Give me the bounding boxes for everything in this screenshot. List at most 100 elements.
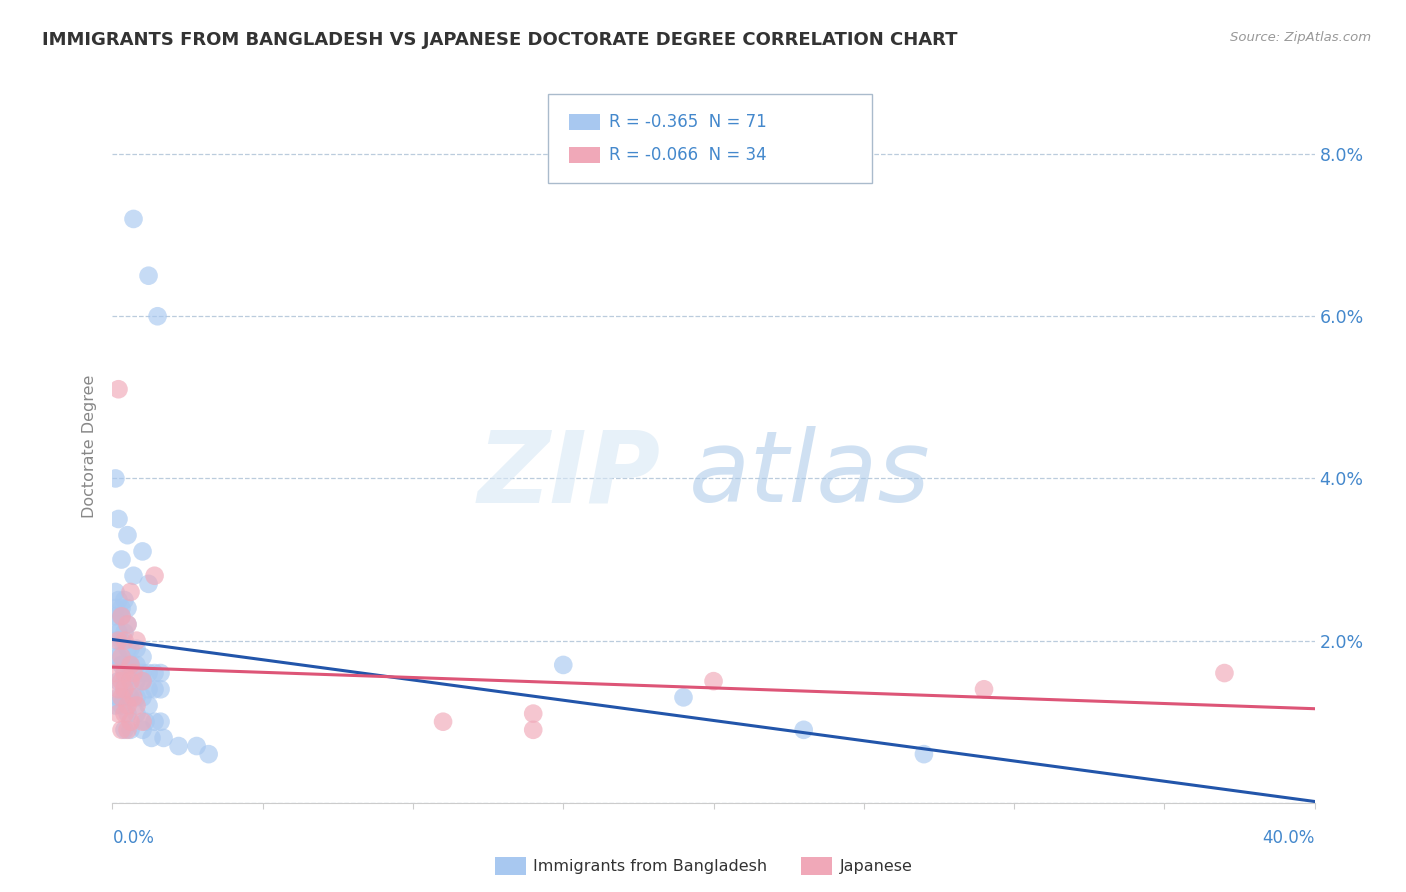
Point <box>131 649 153 664</box>
Y-axis label: Doctorate Degree: Doctorate Degree <box>82 375 97 517</box>
Point <box>143 714 166 729</box>
Text: 40.0%: 40.0% <box>1263 829 1315 847</box>
Point <box>120 585 142 599</box>
Point <box>122 666 145 681</box>
Point <box>114 706 136 721</box>
Point <box>152 731 174 745</box>
Point <box>117 528 139 542</box>
Point <box>110 609 132 624</box>
Point <box>110 633 132 648</box>
Point <box>114 674 136 689</box>
Point <box>120 674 142 689</box>
Point <box>110 649 132 664</box>
Point <box>149 714 172 729</box>
Point <box>149 666 172 681</box>
Point <box>110 674 132 689</box>
Point <box>107 625 129 640</box>
Text: ZIP: ZIP <box>478 426 661 523</box>
Point <box>122 568 145 582</box>
Text: IMMIGRANTS FROM BANGLADESH VS JAPANESE DOCTORATE DEGREE CORRELATION CHART: IMMIGRANTS FROM BANGLADESH VS JAPANESE D… <box>42 31 957 49</box>
Point <box>117 641 139 656</box>
Point <box>186 739 208 753</box>
Point <box>125 698 148 713</box>
Point <box>110 723 132 737</box>
Point <box>1213 666 1236 681</box>
Point <box>125 633 148 648</box>
Point <box>104 601 127 615</box>
Point <box>104 633 127 648</box>
Point <box>114 625 136 640</box>
Point <box>104 666 127 681</box>
Point <box>107 633 129 648</box>
Point <box>125 674 148 689</box>
Point <box>107 690 129 705</box>
Point <box>143 666 166 681</box>
Point <box>197 747 219 761</box>
Point <box>125 690 148 705</box>
Point <box>138 577 160 591</box>
Point <box>146 310 169 324</box>
Point <box>522 723 544 737</box>
Point <box>120 714 142 729</box>
Point <box>107 706 129 721</box>
Text: R = -0.066  N = 34: R = -0.066 N = 34 <box>609 146 766 164</box>
Point <box>120 690 142 705</box>
Point <box>104 649 127 664</box>
Point <box>107 512 129 526</box>
Point <box>117 657 139 672</box>
Point <box>117 617 139 632</box>
Point <box>107 682 129 697</box>
Point <box>117 601 139 615</box>
Point <box>131 544 153 558</box>
Point <box>167 739 190 753</box>
Point <box>104 471 127 485</box>
Point <box>131 714 153 729</box>
Point <box>117 723 139 737</box>
Point <box>138 698 160 713</box>
Point <box>114 666 136 681</box>
Point <box>110 690 132 705</box>
Point <box>114 593 136 607</box>
Point <box>122 690 145 705</box>
Point <box>125 657 148 672</box>
Point <box>120 641 142 656</box>
Point <box>138 682 160 697</box>
Point <box>912 747 935 761</box>
Text: R = -0.365  N = 71: R = -0.365 N = 71 <box>609 113 766 131</box>
Point <box>135 714 157 729</box>
Point <box>122 211 145 226</box>
Point <box>114 690 136 705</box>
Point <box>110 698 132 713</box>
Text: 0.0%: 0.0% <box>112 829 155 847</box>
Text: Japanese: Japanese <box>839 859 912 873</box>
Point <box>131 674 153 689</box>
Point <box>104 609 127 624</box>
Point <box>553 657 575 672</box>
Text: Immigrants from Bangladesh: Immigrants from Bangladesh <box>533 859 768 873</box>
Point <box>104 698 127 713</box>
Point <box>120 657 142 672</box>
Point <box>107 649 129 664</box>
Point <box>702 674 725 689</box>
Point <box>110 657 132 672</box>
Point <box>131 690 153 705</box>
Point <box>138 268 160 283</box>
Point <box>117 706 139 721</box>
Point <box>114 682 136 697</box>
Point <box>522 706 544 721</box>
Point <box>432 714 454 729</box>
Point <box>110 609 132 624</box>
Point <box>143 682 166 697</box>
Point <box>141 731 163 745</box>
Point <box>117 617 139 632</box>
Point <box>131 674 153 689</box>
Text: atlas: atlas <box>689 426 931 523</box>
Point <box>793 723 815 737</box>
Point <box>110 601 132 615</box>
Point <box>107 593 129 607</box>
Point <box>672 690 695 705</box>
Point <box>973 682 995 697</box>
Point <box>107 382 129 396</box>
Point <box>120 674 142 689</box>
Point <box>131 666 153 681</box>
